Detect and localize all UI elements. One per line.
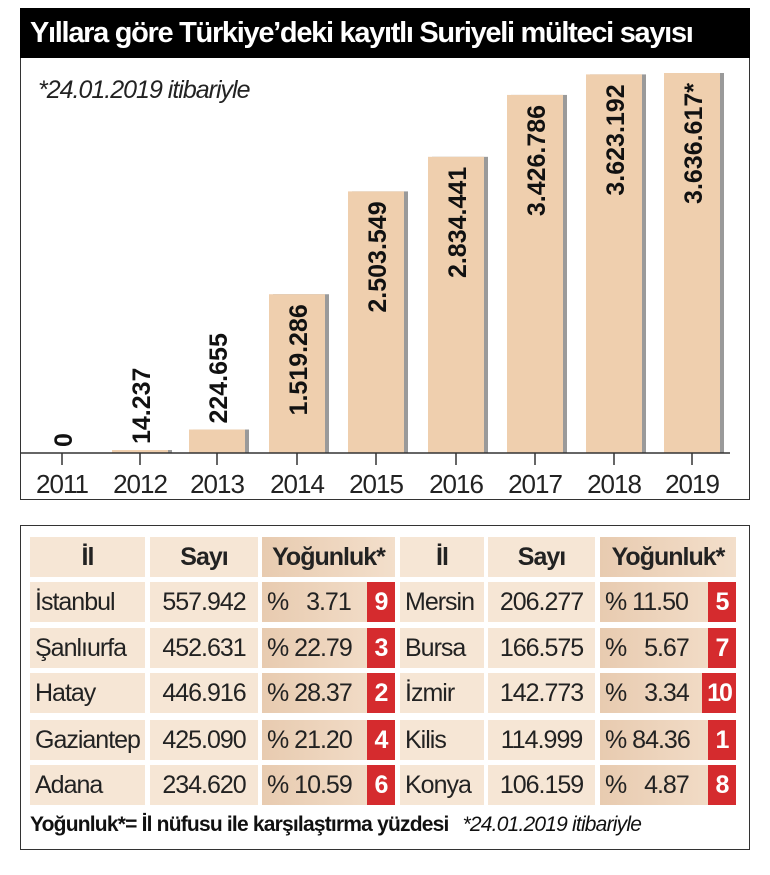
chart-frame [20, 58, 750, 500]
density-percent: % 11.50 [605, 588, 689, 616]
density-percent: % 21.20 [267, 726, 353, 754]
x-tick-label: 2017 [508, 469, 562, 499]
column-header-yogunluk: Yoğunluk* [262, 537, 395, 577]
table-footer: Yoğunluk*= İl nüfusu ile karşılaştırma y… [30, 813, 642, 837]
density-definition: Yoğunluk*= İl nüfusu ile karşılaştırma y… [30, 813, 449, 836]
bar-value-label: 224.655 [205, 333, 233, 423]
x-tick-label: 2019 [665, 469, 719, 499]
density-percent: % 28.37 [267, 679, 353, 707]
x-tick-label: 2016 [429, 469, 483, 499]
province-density: % 22.79 3 [262, 628, 395, 668]
bar-2012 [112, 450, 168, 453]
density-rank-badge: 8 [708, 765, 736, 805]
province-count: 106.159 [488, 765, 595, 805]
province-density: % 4.87 8 [600, 765, 736, 805]
chart-date-note: *24.01.2019 itibariyle [38, 76, 250, 104]
bar-value-label: 3.426.786 [523, 105, 551, 216]
column-header-il: İl [400, 537, 484, 577]
density-percent: % 5.67 [605, 634, 690, 662]
province-density: % 3.71 9 [262, 582, 395, 622]
x-tick-label: 2013 [190, 469, 244, 499]
province-name: İzmir [400, 673, 484, 713]
province-count: 234.620 [150, 765, 258, 805]
bar-value-label: 3.623.192 [602, 84, 630, 195]
column-header-sayi: Sayı [150, 537, 258, 577]
bar-value-label: 2.503.549 [364, 201, 392, 312]
x-tick-label: 2011 [36, 469, 88, 499]
bar-2013 [189, 429, 245, 453]
column-header-sayi: Sayı [488, 537, 595, 577]
province-count: 142.773 [488, 673, 595, 713]
province-name: Mersin [400, 582, 484, 622]
density-rank-badge: 7 [708, 628, 736, 668]
density-percent: % 3.34 [605, 679, 690, 707]
province-name: Kilis [400, 720, 484, 760]
province-density: % 10.59 6 [262, 765, 395, 805]
column-header-il: İl [30, 537, 145, 577]
province-count: 114.999 [488, 720, 595, 760]
density-rank-badge: 4 [367, 720, 395, 760]
density-percent: % 3.71 [267, 588, 352, 616]
table-date-note: *24.01.2019 itibariyle [462, 813, 642, 836]
province-count: 446.916 [150, 673, 258, 713]
province-density: % 5.67 7 [600, 628, 736, 668]
bar-value-label: 1.519.286 [285, 304, 313, 415]
province-density: % 11.50 5 [600, 582, 736, 622]
bar-value-label: 3.636.617* [680, 83, 708, 204]
bar-2019 [664, 73, 720, 453]
province-density: % 28.37 2 [262, 673, 395, 713]
density-percent: % 10.59 [267, 771, 353, 799]
province-name: Şanlıurfa [30, 628, 145, 668]
x-tick-label: 2018 [587, 469, 641, 499]
province-name: Konya [400, 765, 484, 805]
province-count: 166.575 [488, 628, 595, 668]
bar-2014 [269, 294, 325, 453]
density-rank-badge: 6 [367, 765, 395, 805]
density-rank-badge: 1 [708, 720, 736, 760]
density-rank-badge: 9 [367, 582, 395, 622]
province-count: 452.631 [150, 628, 258, 668]
province-name: Adana [30, 765, 145, 805]
bar-2015 [348, 191, 404, 454]
province-count: 557.942 [150, 582, 258, 622]
bar-value-label: 14.237 [128, 368, 156, 444]
province-count: 206.277 [488, 582, 595, 622]
x-tick-label: 2014 [270, 469, 324, 499]
province-name: Gaziantep [30, 720, 145, 760]
x-tick-label: 2012 [113, 469, 167, 499]
bar-2017 [507, 94, 563, 453]
density-percent: % 4.87 [605, 771, 690, 799]
density-rank-badge: 10 [702, 673, 736, 713]
province-density: % 84.36 1 [600, 720, 736, 760]
province-table [20, 525, 750, 850]
chart-title: Yıllara göre Türkiye’deki kayıtlı Suriye… [20, 8, 750, 58]
province-count: 425.090 [150, 720, 258, 760]
density-percent: % 84.36 [605, 726, 691, 754]
column-header-yogunluk: Yoğunluk* [600, 537, 736, 577]
bar-2016 [428, 156, 484, 454]
density-rank-badge: 2 [367, 673, 395, 713]
bar-value-label: 2.834.441 [444, 167, 472, 278]
province-name: İstanbul [30, 582, 145, 622]
bar-chart: 0 2011 14.237 2012 224.655 2013 1.519.286 2014 2… [20, 73, 730, 499]
province-name: Hatay [30, 673, 145, 713]
density-percent: % 22.79 [267, 634, 353, 662]
province-name: Bursa [400, 628, 484, 668]
bar-2018 [586, 74, 642, 453]
province-density: % 21.20 4 [262, 720, 395, 760]
density-rank-badge: 5 [708, 582, 736, 622]
bar-value-label: 0 [50, 433, 78, 447]
x-tick-label: 2015 [349, 469, 403, 499]
province-density: % 3.34 10 [600, 673, 736, 713]
density-rank-badge: 3 [367, 628, 395, 668]
